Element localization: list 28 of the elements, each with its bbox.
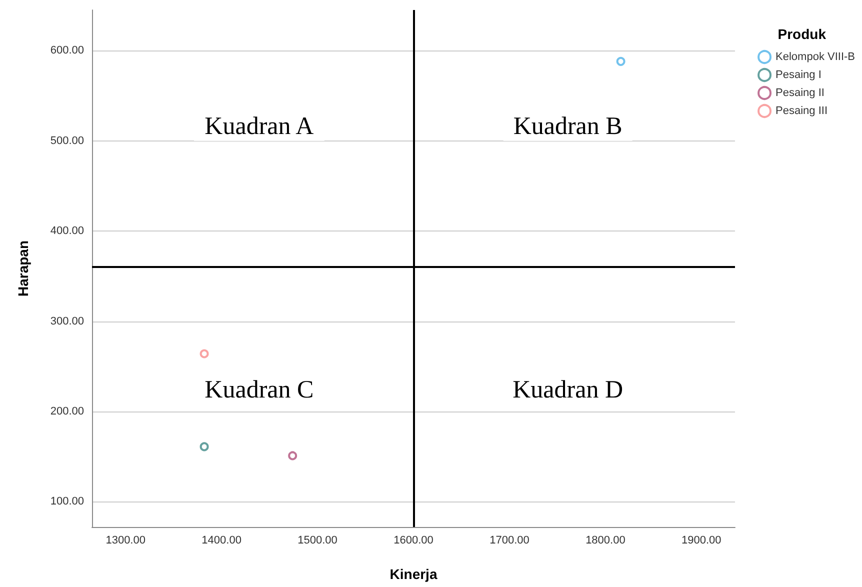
- legend-label: Pesaing III: [776, 105, 828, 117]
- y-tick-label: 300.00: [50, 315, 84, 328]
- y-tick-label: 200.00: [50, 406, 84, 418]
- x-tick-label: 1400.00: [202, 534, 242, 546]
- annotation: Kuadran A: [204, 112, 314, 140]
- annotation: Kuadran B: [513, 112, 622, 140]
- point: [616, 56, 626, 66]
- x-tick-label: 1900.00: [682, 534, 722, 546]
- annotation: Kuadran D: [512, 376, 624, 404]
- x-tick-label: 1300.00: [106, 534, 146, 546]
- y-tick-label: 100.00: [50, 496, 84, 508]
- x-tick-label: 1700.00: [490, 534, 530, 546]
- y-tick-label: 600.00: [50, 44, 84, 57]
- x-tick-label: 1800.00: [586, 534, 626, 546]
- x-axis-title: Kinerja: [390, 566, 438, 582]
- point: [200, 442, 209, 452]
- legend-label: Pesaing II: [776, 87, 824, 99]
- y-tick-label: 400.00: [50, 225, 84, 238]
- legend-title: Produk: [778, 26, 826, 42]
- y-tick-label: 500.00: [50, 134, 84, 147]
- annotation: Kuadran C: [204, 376, 314, 404]
- point: [288, 451, 298, 460]
- x-tick-label: 1500.00: [298, 534, 338, 546]
- y-axis-title: Harapan: [15, 240, 31, 297]
- point: [200, 349, 209, 358]
- legend-label: Kelompok VIII-B: [776, 51, 856, 63]
- legend-label: Pesaing I: [776, 69, 822, 81]
- x-tick-label: 1600.00: [394, 534, 434, 546]
